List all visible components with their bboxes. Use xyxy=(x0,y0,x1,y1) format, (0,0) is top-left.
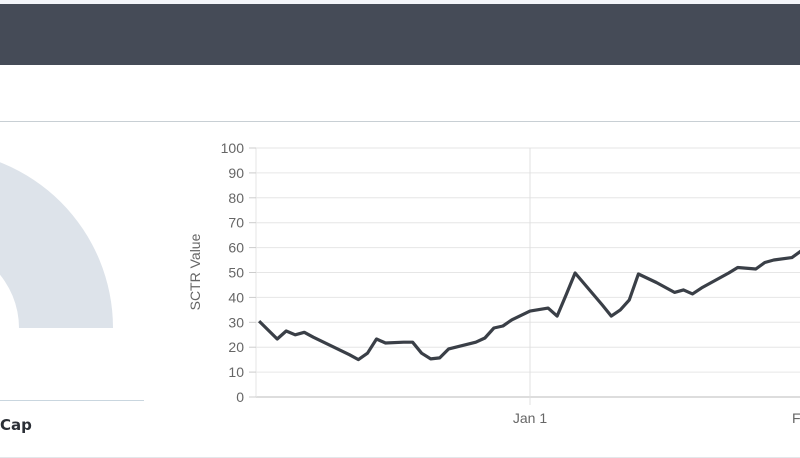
x-tick-label: Feb 1 xyxy=(792,410,800,426)
gauge-track xyxy=(0,162,113,328)
y-tick-label: 50 xyxy=(228,265,244,281)
y-tick-label: 20 xyxy=(228,339,244,355)
y-tick-label: 40 xyxy=(228,289,244,305)
gauge-label: Cap xyxy=(0,416,32,434)
y-tick-label: 90 xyxy=(228,165,244,181)
header-bar xyxy=(0,4,800,65)
y-tick-label: 60 xyxy=(228,240,244,256)
divider-top xyxy=(0,121,800,122)
y-tick-label: 70 xyxy=(228,215,244,231)
y-axis-label: SCTR Value xyxy=(187,233,203,310)
sctr-gauge xyxy=(0,162,113,328)
x-tick-label: Jan 1 xyxy=(513,410,547,426)
y-tick-label: 80 xyxy=(228,190,244,206)
top-strip xyxy=(0,0,800,4)
gauge-divider xyxy=(0,400,144,401)
sctr-series-line xyxy=(257,249,800,362)
y-tick-label: 0 xyxy=(236,389,244,405)
y-tick-label: 30 xyxy=(228,314,244,330)
y-tick-label: 100 xyxy=(221,140,245,156)
y-tick-label: 10 xyxy=(228,364,244,380)
